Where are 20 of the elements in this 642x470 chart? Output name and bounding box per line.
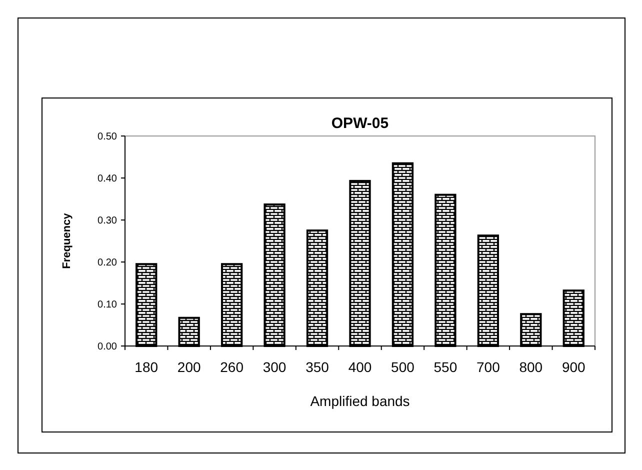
x-tick-label: 700	[476, 359, 500, 375]
x-tick-label: 800	[519, 359, 543, 375]
y-tick-label: 0.50	[98, 132, 118, 142]
y-tick-label: 0.30	[98, 216, 118, 226]
x-tick-label: 900	[562, 359, 586, 375]
x-tick-label: 350	[306, 359, 330, 375]
x-tick-label: 300	[262, 359, 286, 375]
y-tick-label: 0.40	[98, 174, 118, 184]
x-tick-label: 400	[348, 359, 372, 375]
chart-title: OPW-05	[331, 115, 389, 132]
x-tick-label: 180	[134, 359, 158, 375]
y-tick-label: 0.20	[98, 258, 118, 268]
y-axis-title: Frequency	[61, 212, 73, 269]
x-tick-label: 260	[220, 359, 244, 375]
x-axis-title: Amplified bands	[310, 393, 410, 409]
y-tick-label: 0.00	[98, 342, 118, 352]
x-tick-label: 550	[434, 359, 458, 375]
x-tick-label: 200	[177, 359, 201, 375]
y-tick-label: 0.10	[98, 300, 118, 310]
x-tick-label: 500	[391, 359, 415, 375]
